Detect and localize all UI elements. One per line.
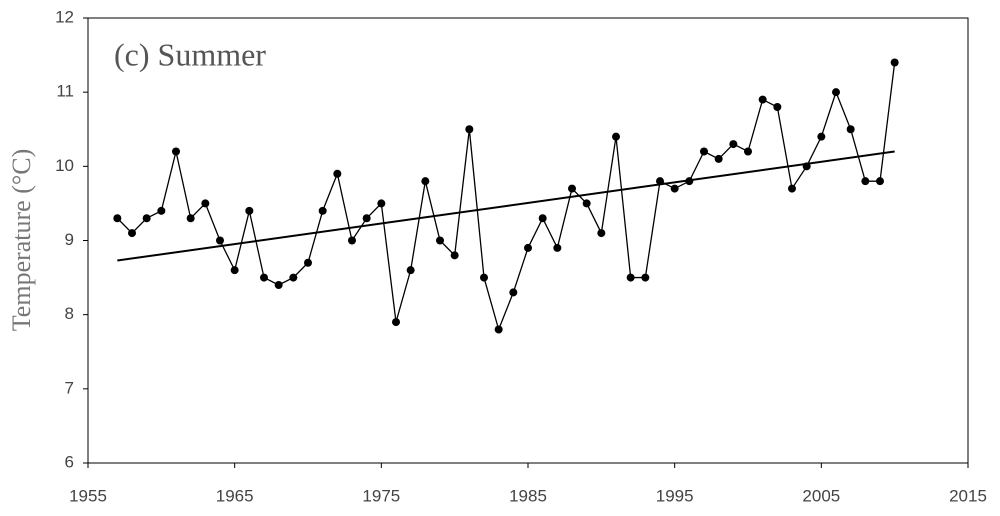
y-tick-label: 6 (65, 452, 74, 471)
y-axis-label: Temperature (°C) (7, 149, 36, 332)
data-point (421, 177, 430, 186)
data-point (714, 154, 723, 163)
data-point (392, 318, 400, 327)
data-point (846, 125, 855, 134)
data-point (436, 236, 444, 245)
data-point (538, 214, 547, 223)
data-point (876, 177, 884, 186)
x-tick-label: 1955 (69, 486, 107, 505)
data-point (685, 177, 694, 186)
data-point (362, 214, 371, 223)
data-point (113, 214, 122, 223)
data-point (216, 236, 224, 245)
data-point (318, 206, 327, 215)
data-point (656, 177, 664, 186)
data-point (729, 140, 738, 149)
data-point (626, 273, 635, 282)
trend-line (117, 150, 895, 262)
data-point (289, 273, 298, 282)
x-tick-label: 1995 (656, 486, 694, 505)
x-tick-label: 2015 (949, 486, 987, 505)
data-line (116, 62, 896, 332)
y-tick-label: 12 (55, 7, 74, 26)
data-point (260, 273, 268, 282)
data-point (861, 177, 870, 186)
data-point (802, 162, 811, 171)
data-point (524, 243, 532, 252)
data-point (157, 206, 166, 215)
data-point (641, 273, 650, 282)
x-tick-label: 2005 (802, 486, 840, 505)
data-point (142, 214, 151, 223)
data-point (553, 243, 562, 252)
chart-title: (c) Summer (114, 36, 266, 72)
data-point (758, 95, 767, 104)
data-point (890, 58, 899, 67)
data-point (509, 288, 518, 297)
data-point (465, 125, 474, 134)
x-tick-label: 1965 (216, 486, 254, 505)
data-point (817, 132, 826, 141)
y-tick-label: 7 (65, 378, 74, 397)
data-point (700, 147, 708, 156)
data-point (597, 229, 606, 238)
data-point (172, 147, 180, 156)
data-point (612, 132, 620, 141)
x-tick-label: 1975 (362, 486, 400, 505)
data-point (230, 266, 239, 275)
data-point (480, 273, 488, 282)
data-point (773, 103, 782, 111)
y-tick-label: 9 (65, 230, 74, 249)
data-point (568, 184, 576, 193)
data-point (788, 184, 796, 193)
data-point (832, 88, 840, 97)
data-point (348, 236, 356, 245)
x-tick-label: 1985 (509, 486, 547, 505)
data-point (582, 199, 591, 208)
data-point (494, 325, 503, 334)
y-tick-label: 8 (65, 304, 74, 323)
data-point (744, 147, 752, 156)
data-point (201, 199, 210, 208)
data-point (274, 281, 283, 289)
data-point (186, 214, 195, 223)
data-point (406, 266, 415, 275)
data-point (304, 258, 312, 267)
data-point (128, 229, 136, 238)
data-point (670, 184, 679, 193)
data-point (450, 251, 459, 260)
y-tick-label: 11 (56, 82, 74, 101)
data-point (245, 206, 254, 215)
y-tick-label: 10 (55, 156, 74, 175)
data-point (333, 169, 342, 178)
data-point (377, 199, 386, 208)
